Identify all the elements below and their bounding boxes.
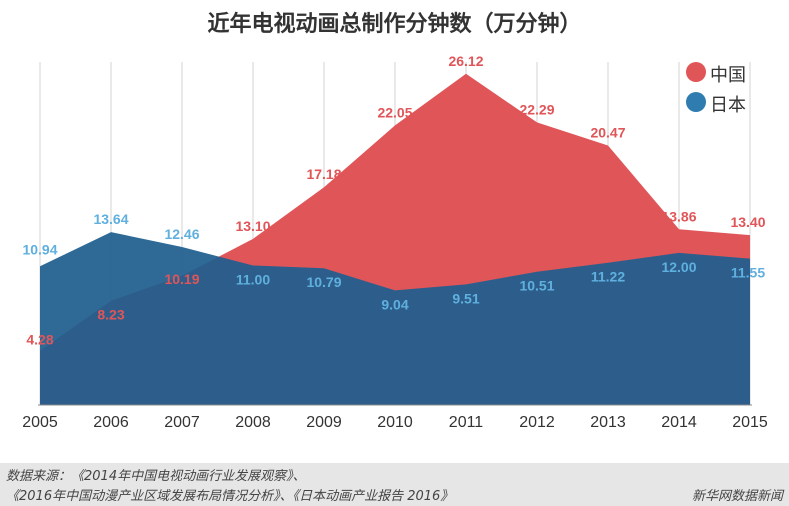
data-label-japan-2008: 11.00 bbox=[236, 272, 270, 288]
x-tick-label-2011: 2011 bbox=[449, 414, 484, 431]
chart-canvas: 2005 2006 2007 2008 2009 2010 2011 2012 2013 2014… bbox=[22, 53, 768, 431]
data-label-japan-2012: 10.51 bbox=[519, 278, 554, 294]
x-tick-label-2006: 2006 bbox=[93, 414, 129, 431]
x-axis: 2005 2006 2007 2008 2009 2010 2011 2012 2013 2014… bbox=[22, 404, 768, 431]
legend-swatch-japan bbox=[686, 92, 706, 112]
data-label-china-2007: 10.19 bbox=[164, 271, 199, 287]
x-tick-label-2008: 2008 bbox=[235, 414, 271, 431]
x-tick-label-2013: 2013 bbox=[590, 414, 626, 431]
data-label-japan-2014: 12.00 bbox=[661, 259, 696, 275]
x-tick-label-2005: 2005 bbox=[22, 414, 58, 431]
area-japan bbox=[40, 232, 750, 405]
data-label-china-2008: 13.10 bbox=[235, 218, 270, 234]
data-label-china-2015: 13.40 bbox=[730, 214, 765, 230]
data-label-japan-2005: 10.94 bbox=[22, 241, 57, 257]
data-label-china-2006: 8.23 bbox=[97, 307, 124, 323]
data-label-china-2013: 20.47 bbox=[590, 124, 625, 140]
x-tick-label-2010: 2010 bbox=[377, 414, 413, 431]
chart-title: 近年电视动画总制作分钟数（万分钟） bbox=[207, 12, 582, 37]
data-label-china-2011: 26.12 bbox=[448, 53, 483, 69]
data-label-japan-2013: 11.22 bbox=[591, 269, 625, 285]
data-labels: 4.28 10.94 8.23 13.64 10.19 12.46 13.10 11.00 17… bbox=[22, 53, 765, 348]
legend-swatch-china bbox=[686, 62, 706, 82]
data-label-japan-2006: 13.64 bbox=[93, 211, 128, 227]
data-label-japan-2009: 10.79 bbox=[306, 274, 341, 290]
data-label-japan-2011: 9.51 bbox=[452, 290, 479, 306]
x-tick-label-2014: 2014 bbox=[661, 414, 697, 431]
x-tick-label-2012: 2012 bbox=[519, 414, 555, 431]
brand-label: 新华网数据新闻 bbox=[691, 489, 783, 504]
data-label-china-2012: 22.29 bbox=[519, 101, 554, 117]
data-label-china-2005: 4.28 bbox=[26, 332, 53, 348]
data-label-japan-2010: 9.04 bbox=[381, 296, 408, 312]
x-tick-label-2007: 2007 bbox=[164, 414, 200, 431]
x-tick-label-2015: 2015 bbox=[732, 414, 768, 431]
data-label-japan-2015: 11.55 bbox=[731, 265, 765, 281]
legend-label-japan: 日本 bbox=[710, 95, 746, 116]
data-label-japan-2007: 12.46 bbox=[164, 226, 199, 242]
source-line-1: 数据来源：《2014年中国电视动画行业发展观察》、 bbox=[6, 469, 306, 484]
area-series bbox=[40, 73, 750, 406]
legend-label-china: 中国 bbox=[710, 65, 746, 86]
data-label-china-2014: 13.86 bbox=[661, 208, 696, 224]
data-label-china-2009: 17.18 bbox=[306, 166, 341, 182]
data-label-china-2010: 22.05 bbox=[377, 104, 412, 120]
source-line-2: 《2016年中国动漫产业区域发展布局情况分析》、《日本动画产业报告 2016》 bbox=[6, 489, 454, 504]
x-tick-label-2009: 2009 bbox=[306, 414, 342, 431]
footer: 数据来源：《2014年中国电视动画行业发展观察》、 《2016年中国动漫产业区域… bbox=[0, 463, 789, 506]
